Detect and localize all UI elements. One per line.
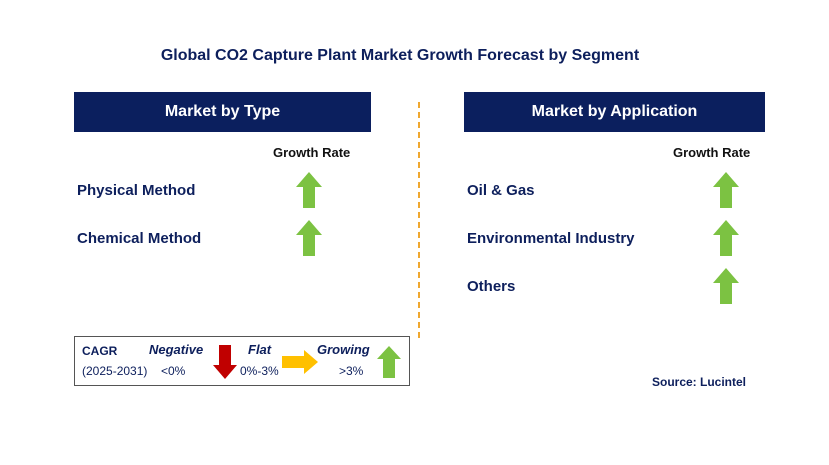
segment-label-environmental-industry: Environmental Industry [467,230,635,247]
legend-cagr-label: CAGR [82,344,118,358]
legend-growing-label: Growing [317,342,370,357]
type-growth-rate-label: Growth Rate [273,145,351,160]
up-arrow-icon [713,268,739,304]
segment-label-oil-gas: Oil & Gas [467,182,535,199]
right-arrow-icon [282,350,318,374]
up-arrow-icon [296,172,322,208]
application-growth-rate-label: Growth Rate [673,145,751,160]
market-by-type-header: Market by Type [74,92,371,132]
panel-divider [418,102,420,338]
segment-label-others: Others [467,278,516,295]
up-arrow-icon [713,172,739,208]
legend-flat-label: Flat [248,342,272,357]
up-arrow-icon [713,220,739,256]
cagr-legend: CAGR (2025-2031) Negative <0% Flat 0%-3%… [74,336,410,386]
legend-growing-range: >3% [339,364,364,378]
page-title: Global CO2 Capture Plant Market Growth F… [160,47,640,64]
legend-period: (2025-2031) [82,364,148,378]
legend-flat-range: 0%-3% [240,364,279,378]
up-arrow-icon [377,346,401,378]
source-note: Source: Lucintel [652,375,747,389]
segment-label-physical-method: Physical Method [77,182,196,199]
legend-negative-label: Negative [149,342,204,357]
up-arrow-icon [296,220,322,256]
legend-negative-range: <0% [161,364,186,378]
market-by-application-header: Market by Application [464,92,765,132]
down-arrow-icon [213,345,237,379]
segment-label-chemical-method: Chemical Method [77,230,202,247]
